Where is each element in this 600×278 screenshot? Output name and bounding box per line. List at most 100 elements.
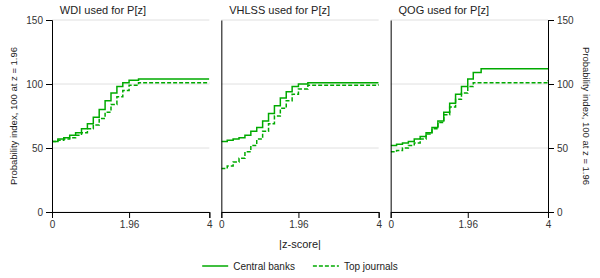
grid-line [391, 148, 548, 149]
x-axis-tick-label: 1.96 [289, 219, 309, 230]
plot-area [391, 69, 548, 152]
series-line [391, 69, 548, 146]
y2-axis-line [549, 21, 555, 213]
y-axis: 0 50 100 150 [26, 15, 52, 218]
grid-line [52, 148, 209, 149]
x-axis-tick: 0 [388, 212, 394, 230]
y-axis-tick: 150 [26, 15, 52, 26]
y2-axis-tick-label: 100 [557, 79, 574, 90]
grid-line [221, 148, 378, 149]
y2-axis-tick-mark [548, 148, 554, 149]
x-axis-tick-label: 4 [546, 219, 552, 230]
grid-line [391, 84, 548, 85]
series-line [52, 79, 209, 142]
y2-axis-tick: 0 [548, 207, 563, 218]
grid [52, 20, 209, 212]
y-axis [391, 21, 392, 213]
grid-line [391, 20, 548, 21]
y-axis-tick: 50 [32, 143, 52, 154]
x-axis-tick-mark [298, 212, 299, 218]
x-axis-tick: 4 [376, 212, 382, 230]
legend-item: Central banks [202, 261, 295, 272]
x-axis-tick-label: 4 [207, 219, 213, 230]
y2-axis-tick-label: 50 [557, 143, 569, 154]
grid-line [221, 20, 378, 21]
y2-axis-tick-label: 150 [557, 15, 574, 26]
y-axis-tick-label: 0 [37, 207, 43, 218]
x-axis-tick: 1.96 [459, 212, 479, 230]
x-axis-tick-mark [379, 212, 380, 218]
x-axis-line [391, 213, 548, 219]
x-axis-tick: 1.96 [289, 212, 309, 230]
chart: 01.964050100150WDI used for P[z]Probabil… [0, 0, 600, 278]
grid [391, 20, 548, 212]
plot-area [221, 83, 378, 169]
grid-line [52, 84, 209, 85]
y-axis-line [221, 21, 222, 213]
y-axis-tick-label: 100 [26, 79, 43, 90]
grid [221, 20, 378, 212]
x-axis-tick-mark [209, 212, 210, 218]
x-axis-title: |z-score| [279, 238, 321, 250]
y-axis [221, 21, 222, 213]
series-line [221, 84, 378, 168]
series-line [221, 83, 378, 142]
x-axis-tick-label: 0 [388, 219, 394, 230]
panel-title: WDI used for P[z] [60, 4, 146, 16]
y2-axis-tick: 150 [548, 15, 574, 26]
x-axis-line [53, 213, 210, 219]
y-axis-tick-mark [46, 212, 52, 213]
series-line [52, 83, 209, 142]
y-axis-title: Probability index, 100 at z = 1.96 [8, 47, 19, 185]
y-axis-tick: 100 [26, 79, 52, 90]
x-axis-tick-label: 4 [376, 219, 382, 230]
x-axis-tick: 4 [207, 212, 213, 230]
y2-axis: 0 50 100 150 [548, 15, 574, 218]
y2-axis-tick-mark [548, 20, 554, 21]
x-axis-tick-mark [468, 212, 469, 218]
x-axis: 0 1.96 4 [388, 212, 551, 230]
y2-axis-title: Probability index, 100 at z = 1.96 [581, 47, 592, 185]
x-axis-tick-label: 1.96 [120, 219, 140, 230]
y-axis-tick-mark [46, 20, 52, 21]
legend: Central banks Top journals [202, 261, 398, 272]
y2-axis-tick-label: 0 [557, 207, 563, 218]
series-line [391, 80, 548, 152]
y2-axis-tick-mark [548, 84, 554, 85]
y-axis-tick: 0 [37, 207, 52, 218]
y-axis-tick-mark [46, 84, 52, 85]
y-axis-line [391, 21, 392, 213]
x-axis-tick: 0 [219, 212, 225, 230]
panel: 01.964050100150QOG used for P[z] [388, 4, 574, 230]
y2-axis-tick: 50 [548, 143, 569, 154]
x-axis: 0 1.96 4 [50, 212, 213, 230]
y-axis-line [46, 21, 53, 213]
panel: 0 1.96 4 VHLSS used for P[z] [219, 4, 382, 230]
x-axis-tick: 0 [50, 212, 56, 230]
x-axis-tick-mark [391, 212, 392, 218]
x-axis-tick: 4 [546, 212, 552, 230]
legend-swatch [313, 265, 339, 267]
x-axis-tick-label: 0 [219, 219, 225, 230]
x-axis-tick-label: 1.96 [459, 219, 479, 230]
y-axis-tick-mark [46, 148, 52, 149]
panel-title: QOG used for P[z] [399, 4, 489, 16]
legend-swatch [202, 265, 228, 267]
x-axis-tick: 1.96 [120, 212, 140, 230]
y-axis-tick-label: 50 [32, 143, 44, 154]
legend-label: Top journals [344, 261, 398, 272]
x-axis-tick-mark [221, 212, 222, 218]
legend-label: Central banks [233, 261, 295, 272]
grid-line [52, 20, 209, 21]
x-axis: 0 1.96 4 [219, 212, 382, 230]
panel-title: VHLSS used for P[z] [229, 4, 330, 16]
panel: 0 1.96 4 0 50 100 150 WDI used for P[z] [26, 4, 213, 230]
legend-item: Top journals [313, 261, 398, 272]
y2-axis-tick: 100 [548, 79, 574, 90]
y2-axis-tick-mark [548, 212, 554, 213]
x-axis-tick-label: 0 [50, 219, 56, 230]
x-axis-line [222, 213, 379, 219]
y-axis-tick-label: 150 [26, 15, 43, 26]
x-axis-tick-mark [129, 212, 130, 218]
plot-area [52, 79, 209, 142]
